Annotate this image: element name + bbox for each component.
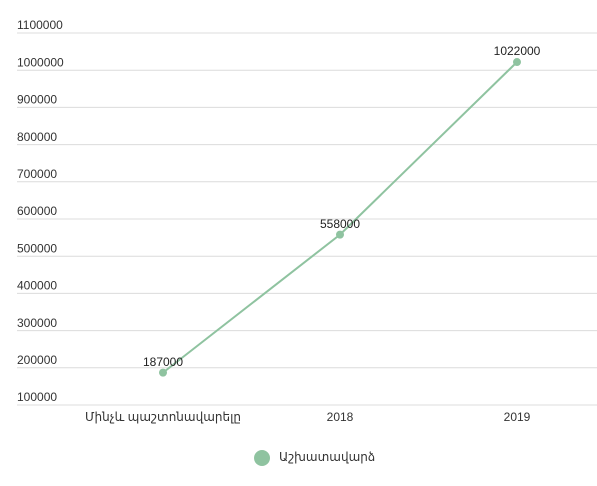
x-tick-label: 2019 [504,410,531,424]
y-tick-label: 700000 [17,167,57,181]
legend-marker [254,450,270,466]
data-label: 187000 [143,355,183,369]
y-tick-label: 200000 [17,353,57,367]
y-tick-label: 900000 [17,93,57,107]
point [513,58,521,67]
y-tick-label: 800000 [17,130,57,144]
legend-label: Աշխատավարձ [279,450,375,464]
y-tick-label: 100000 [17,390,57,404]
point [159,368,167,377]
y-tick-label: 600000 [17,204,57,218]
y-tick-label: 500000 [17,241,57,255]
y-tick-label: 300000 [17,316,57,330]
y-tick-label: 400000 [17,279,57,293]
x-tick-label: Մինչև պաշտոնավարելը [85,410,241,424]
y-tick-label: 1000000 [17,55,64,69]
x-tick-label: 2018 [327,410,354,424]
data-label: 1022000 [494,44,541,58]
data-label: 558000 [320,217,360,231]
point [336,230,344,239]
y-tick-label: 1100000 [17,18,63,32]
